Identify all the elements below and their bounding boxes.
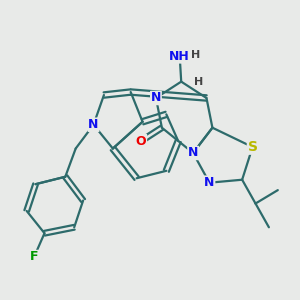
Text: H: H — [194, 76, 204, 87]
Text: H: H — [191, 50, 201, 60]
Text: S: S — [248, 140, 257, 154]
Text: N: N — [151, 92, 161, 104]
Text: N: N — [204, 176, 214, 189]
Text: F: F — [30, 250, 38, 263]
Text: O: O — [136, 135, 146, 148]
Text: N: N — [188, 146, 198, 160]
Text: N: N — [88, 118, 99, 131]
Text: NH: NH — [169, 50, 190, 63]
